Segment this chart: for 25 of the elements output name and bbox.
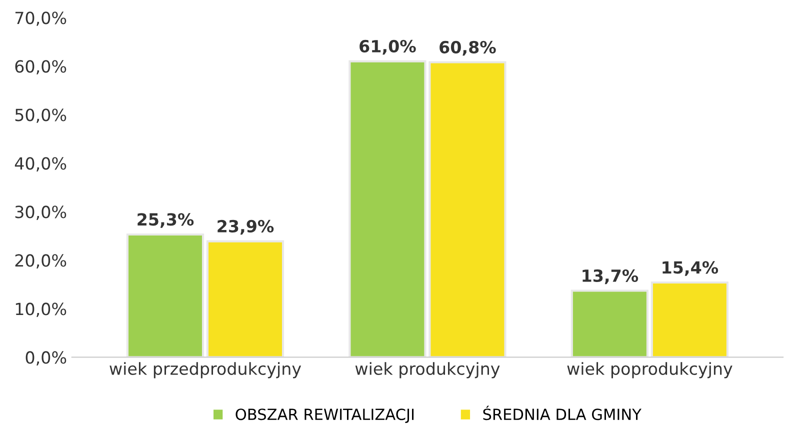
y-tick-label: 50,0% (15, 108, 66, 123)
y-tick-label: 70,0% (15, 12, 66, 26)
y-tick-label: 0,0% (26, 351, 66, 366)
y-tick-label: 10,0% (16, 302, 66, 317)
legend-label: OBSZAR REWITALIZACJI (236, 408, 414, 423)
x-tick-label: wiek poprodukcyjny (567, 362, 732, 378)
x-tick-label: wiek produkcyjny (355, 362, 500, 378)
bar (428, 61, 506, 358)
y-tick-label: 20,0% (15, 254, 66, 268)
y-tick-label: 30,0% (15, 206, 66, 220)
y-tick-label: 60,0% (15, 60, 66, 74)
bar (348, 60, 426, 358)
data-label: 61,0% (360, 40, 416, 55)
data-label: 13,7% (582, 269, 638, 284)
bar (126, 233, 204, 358)
data-label: 23,9% (218, 220, 274, 235)
data-label: 15,4% (662, 261, 718, 276)
data-label: 60,8% (440, 40, 496, 56)
legend-label: ŚREDNIA DLA GMINY (483, 406, 642, 420)
x-tick-label: wiek przedprodukcyjny (110, 362, 302, 378)
bar (206, 240, 284, 358)
data-label: 25,3% (138, 213, 194, 228)
y-tick-label: 40,0% (14, 157, 66, 172)
bar (570, 290, 649, 358)
bar (650, 281, 729, 358)
